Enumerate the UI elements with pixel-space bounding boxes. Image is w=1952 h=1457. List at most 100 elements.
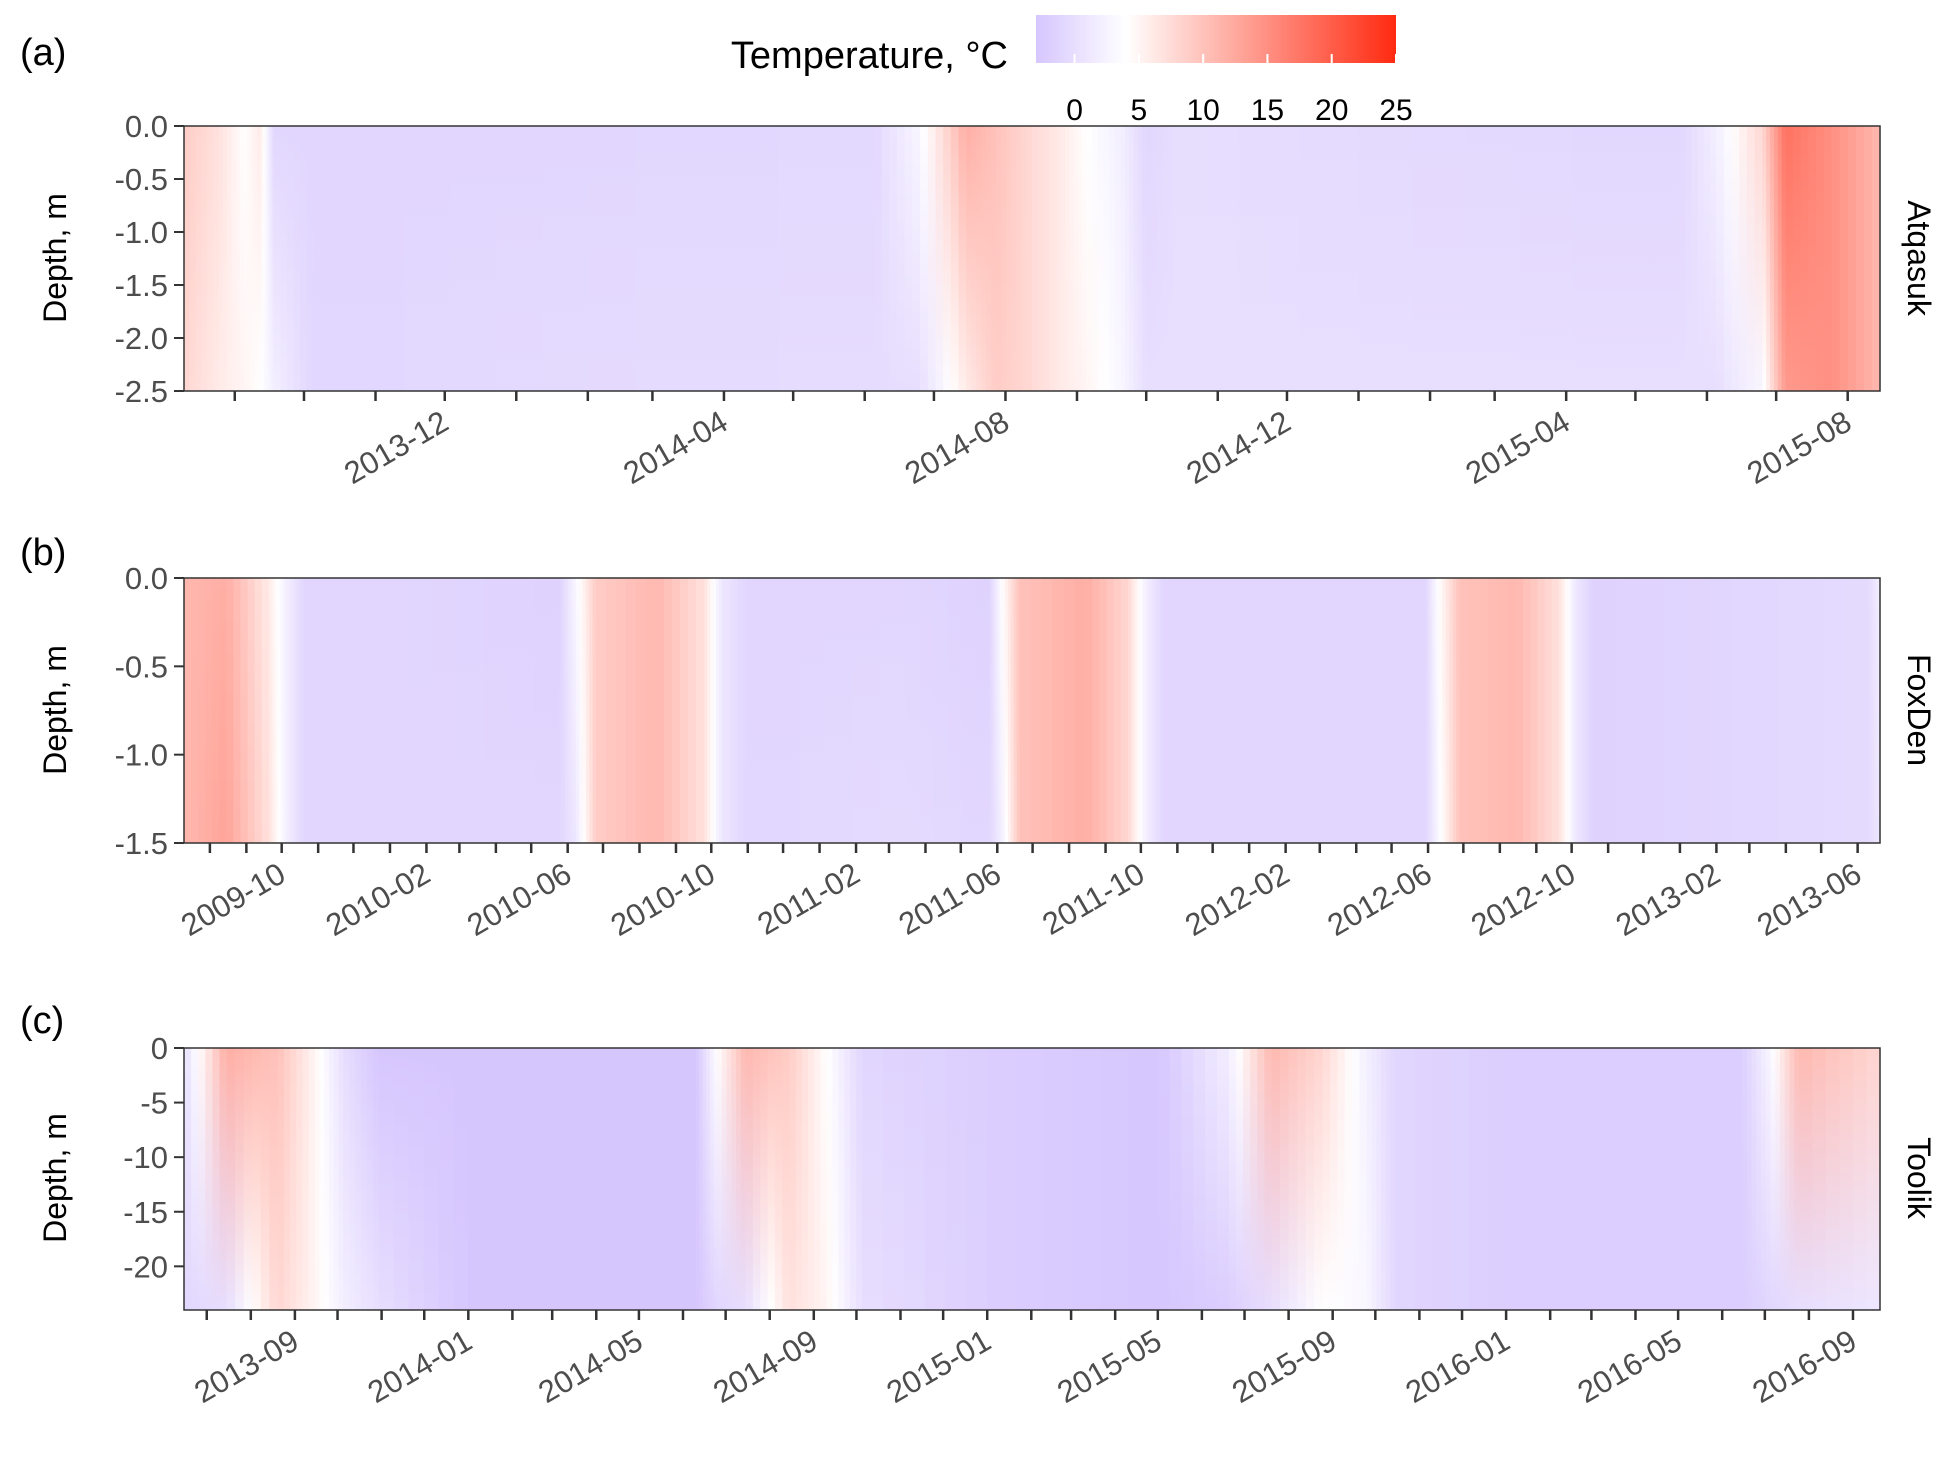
y-tick-label: -0.5 (115, 162, 168, 197)
heatmap-cell (696, 578, 705, 843)
heatmap-cell (989, 578, 992, 843)
heatmap-cell (1106, 578, 1115, 843)
heatmap-cell (1384, 578, 1406, 843)
heatmap-cell (319, 1048, 325, 1310)
x-tick-label: 2010-06 (461, 856, 577, 943)
heatmap-cell (995, 578, 999, 843)
heatmap-cell (1487, 1048, 1507, 1310)
heatmap-cell (289, 578, 293, 843)
facet-label: FoxDen (1901, 654, 1937, 766)
x-tick-label: 2011-06 (893, 856, 1007, 942)
heatmap-cell (710, 578, 714, 843)
heatmap-cell (226, 578, 235, 843)
heatmap-cell (717, 1048, 723, 1310)
heatmap-cell (1686, 578, 1711, 843)
heatmap-cell (298, 578, 302, 843)
heatmap-cell (1337, 1048, 1346, 1310)
heatmap-cell (1328, 126, 1360, 391)
heatmap-cell (1497, 578, 1508, 843)
heatmap-cell (269, 1048, 279, 1310)
heatmap-cell (280, 578, 285, 843)
heatmap-cell (862, 1048, 884, 1310)
heatmap-cell (1264, 1048, 1273, 1310)
heatmap-cell (975, 578, 990, 843)
heatmap-cell (688, 578, 697, 843)
heatmap-cell (1625, 126, 1680, 391)
heatmap-cell (1142, 578, 1147, 843)
heatmap-cell (1173, 126, 1180, 391)
heatmap-cell (1442, 578, 1447, 843)
heatmap-cell (1518, 126, 1573, 391)
heatmap-cell (585, 578, 590, 843)
x-tick-label: 2015-04 (1460, 404, 1576, 491)
heatmap-cell (240, 578, 249, 843)
heatmap-cell (1831, 126, 1841, 391)
heatmap-cell (306, 126, 314, 391)
heatmap-cell (261, 578, 270, 843)
heatmap-cell (1756, 1048, 1762, 1310)
legend-ticks: 0 5 10 15 20 25 (1066, 54, 1413, 127)
heatmap-cell (562, 578, 566, 843)
legend-tick-label: 25 (1379, 94, 1412, 127)
heatmap-cell (247, 578, 256, 843)
heatmap-cell (333, 1048, 340, 1310)
y-tick-label: -2.0 (115, 321, 168, 356)
heatmap-cell (1746, 1048, 1753, 1310)
facet-label: Atqasuk (1901, 200, 1937, 317)
heatmap-cell (1445, 578, 1450, 843)
heatmap-cell (338, 578, 356, 843)
heatmap-cell (1001, 578, 1006, 843)
heatmap-cell (393, 1048, 410, 1310)
heatmap-cell (1250, 1048, 1258, 1310)
y-tick-label: -1.5 (115, 268, 168, 303)
heatmap-cell (1773, 126, 1779, 391)
heatmap-cell (269, 126, 273, 391)
heatmap-cell (300, 126, 308, 391)
heatmap-cell (1013, 578, 1018, 843)
heatmap-cell (1167, 126, 1174, 391)
heatmap-cell (271, 126, 275, 391)
heatmap-cell (997, 578, 1001, 843)
heatmap-cell (1617, 578, 1641, 843)
heatmap-cell (1181, 1048, 1194, 1310)
legend-tick-label: 5 (1131, 94, 1148, 127)
legend-title: Temperature, °C (731, 35, 1008, 77)
heatmap-cell (987, 1048, 1017, 1310)
heatmap-cell (1136, 578, 1141, 843)
heatmap-cell (582, 578, 587, 843)
heatmap-cell (195, 126, 202, 391)
heatmap-cell (189, 126, 197, 391)
heatmap-cell (355, 1048, 362, 1310)
heatmap-cell (1855, 126, 1865, 391)
x-tick-label: 2010-10 (605, 856, 721, 943)
heatmap-cell (945, 1048, 967, 1310)
heatmap-cell (1450, 1048, 1470, 1310)
heatmap-cell (1465, 126, 1520, 391)
heatmap-cell (904, 126, 913, 391)
heatmap-cell (227, 126, 232, 391)
y-tick-label: -1.0 (115, 215, 168, 250)
heatmap-cell (1766, 126, 1771, 391)
heatmap-cell (222, 126, 228, 391)
heatmap-cell (1866, 1048, 1881, 1310)
heatmap-cell (1863, 126, 1873, 391)
heatmap-cell (1816, 126, 1825, 391)
heatmap-cell (1732, 578, 1757, 843)
heatmap-cell (1148, 578, 1153, 843)
heatmap-cell (1016, 578, 1021, 843)
heatmap-cell (212, 578, 220, 843)
heatmap-cell (986, 126, 992, 391)
heatmap-cell (1091, 126, 1099, 391)
heatmap-cell (1157, 578, 1161, 843)
x-tick-label: 2012-10 (1465, 856, 1581, 943)
heatmap-cell (254, 578, 263, 843)
heatmap-cell (1746, 126, 1756, 391)
heatmap-cell (1739, 126, 1748, 391)
heatmap-cell (657, 1048, 697, 1310)
y-tick-label: 0 (151, 1031, 168, 1066)
heatmap-cell (1570, 578, 1575, 843)
heatmap-cell (1063, 578, 1076, 843)
heatmap-cell (1060, 126, 1066, 391)
heatmap-cell (235, 1048, 245, 1310)
heatmap-cell (564, 578, 569, 843)
